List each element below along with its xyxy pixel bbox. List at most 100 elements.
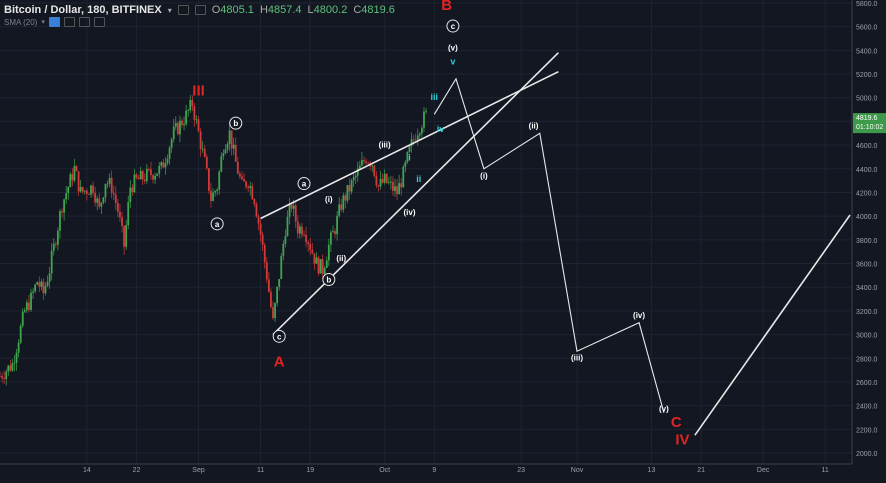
candle-body [319,259,322,274]
candle-body [290,204,293,209]
candle-body [274,303,276,319]
y-tick-label: 5800.0 [856,1,878,8]
candle-body [311,250,314,254]
candle-body [207,168,210,191]
candle-body [282,243,285,256]
indicator-dropdown-icon[interactable]: ▾ [41,19,45,26]
candle-body [129,187,132,203]
candle-body [298,226,301,234]
candle-body [48,273,51,282]
candle-body [330,232,332,245]
wave-label: (v) [659,405,669,414]
candle-body [243,179,245,182]
candle-body [420,127,423,134]
candle-body [414,139,417,141]
candle-body [191,99,194,107]
candle-body [259,223,262,235]
candle-body [272,307,274,319]
visibility-icon[interactable] [194,5,206,15]
candle-body [197,119,200,132]
x-tick-label: 9 [432,467,436,474]
candle-body [168,147,171,159]
candle-body [379,178,382,187]
candle-body [342,195,345,210]
wave-label: (i) [325,195,333,204]
candle-body [404,162,407,167]
candle-body [114,194,117,204]
x-tick-label: 21 [697,467,705,474]
candle-body [102,197,105,203]
candle-body [205,156,208,169]
candle-body [145,168,148,182]
candle-body [389,181,392,183]
candle-body [394,186,396,191]
candle-body [288,204,291,217]
open-value: 4805.1 [220,4,254,16]
candle-body [160,162,163,166]
candle-body [100,202,103,207]
indicator-settings-icon[interactable] [63,17,75,27]
trend-channel-line[interactable] [272,52,559,336]
symbol-dropdown-icon[interactable]: ▾ [167,5,172,15]
candle-body [398,183,401,195]
candle-body [354,175,357,178]
indicator-visibility-icon[interactable] [48,17,60,27]
candle-body [71,174,74,181]
candle-body [408,146,411,152]
wave-label: (iv) [403,208,415,217]
candle-body [402,166,405,188]
candle-body [139,171,142,180]
candle-body [412,139,415,141]
candle-body [284,236,287,244]
candle-body [152,175,154,180]
settings-icon[interactable] [177,5,189,15]
candle-body [346,185,349,201]
x-tick-label: Oct [379,467,390,474]
candle-body [410,139,413,147]
candle-body [75,166,78,172]
indicator-label[interactable]: SMA (20) [4,17,38,27]
candle-body [176,122,179,135]
y-tick-label: 2000.0 [856,451,878,458]
candle-body [42,281,45,294]
candle-body [267,279,270,292]
candle-body [313,253,316,264]
candle-body [67,187,70,194]
wave-projection-path[interactable] [694,214,851,436]
candle-body [3,378,6,380]
trend-channel-line[interactable] [260,70,559,220]
candle-body [19,325,22,343]
candle-body [278,278,281,287]
candle-body [162,162,165,168]
candle-body [195,119,198,121]
candle-body [406,151,409,163]
candle-body [85,190,88,194]
candle-body [255,204,258,217]
indicator-more-icon[interactable] [93,17,105,27]
candle-body [356,168,359,176]
candle-body [57,230,59,245]
symbol-title[interactable]: Bitcoin / Dollar, 180, BITFINEX [4,4,162,16]
wave-label: (iii) [379,140,391,149]
candle-body [294,205,297,222]
candle-body [201,148,204,150]
candle-body [222,153,225,157]
close-value: 4819.6 [361,4,395,16]
y-tick-label: 2600.0 [856,380,878,387]
wave-label: ii [416,174,421,184]
candle-body [214,191,216,193]
y-tick-label: 4600.0 [856,143,878,150]
candle-body [334,231,336,235]
candle-body [36,282,39,285]
candle-body [121,217,123,226]
indicator-remove-icon[interactable] [78,17,90,27]
wave-projection-path[interactable] [433,77,665,413]
wave-label-circle [446,19,460,33]
candle-body [133,174,136,193]
candle-body [358,165,361,169]
y-tick-label: 3000.0 [856,333,878,340]
x-tick-label: 22 [133,467,141,474]
candle-body [383,173,386,183]
candle-body [112,192,115,195]
